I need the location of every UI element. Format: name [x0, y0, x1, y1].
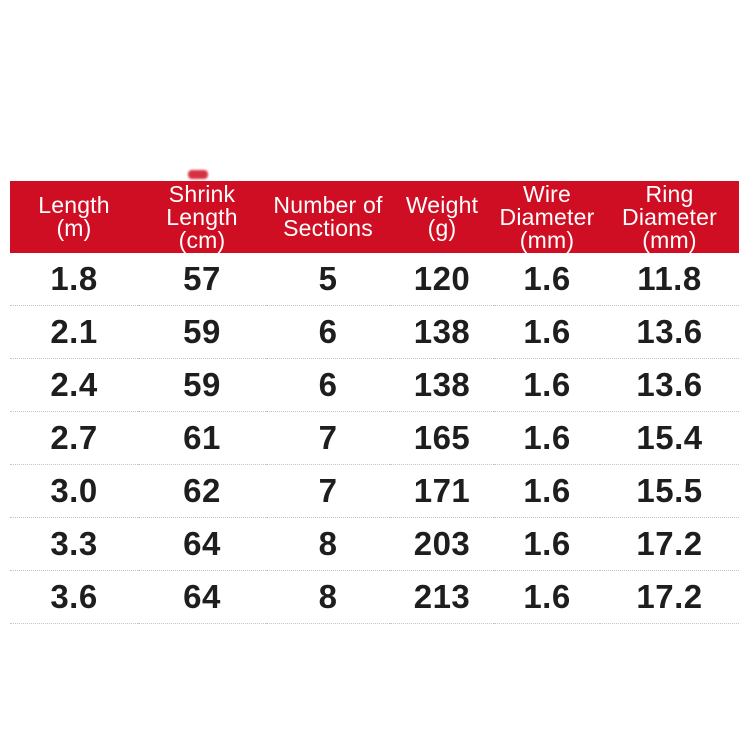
cell-length: 3.6 [10, 570, 138, 624]
cell-ring: 13.6 [600, 358, 739, 412]
cell-sections: 7 [266, 464, 390, 518]
header-row: Length (m) Shrink Length (cm) Number of Se… [10, 181, 739, 253]
cell-shrink: 64 [138, 570, 266, 624]
cell-weight: 138 [390, 305, 494, 359]
table-row: 2.7 61 7 165 1.6 15.4 [10, 411, 739, 465]
cell-wire: 1.6 [494, 570, 600, 624]
spec-table-body: 1.8 57 5 120 1.6 11.8 2.1 59 6 138 1.6 13.6 2.4 59 6 13… [10, 253, 739, 624]
col-header-shrink: Shrink Length (cm) [138, 181, 266, 253]
table-row: 3.0 62 7 171 1.6 15.5 [10, 464, 739, 518]
table-row: 3.3 64 8 203 1.6 17.2 [10, 517, 739, 571]
cell-ring: 13.6 [600, 305, 739, 359]
spec-table-header: Length (m) Shrink Length (cm) Number of Se… [10, 181, 739, 253]
cell-sections: 5 [266, 253, 390, 306]
cell-ring: 11.8 [600, 253, 739, 306]
cell-weight: 165 [390, 411, 494, 465]
cell-weight: 213 [390, 570, 494, 624]
col-header-length: Length (m) [10, 181, 138, 253]
cell-length: 3.0 [10, 464, 138, 518]
spec-table: Length (m) Shrink Length (cm) Number of Se… [10, 181, 739, 624]
cell-sections: 7 [266, 411, 390, 465]
cell-wire: 1.6 [494, 517, 600, 571]
col-header-wire: Wire Diameter (mm) [494, 181, 600, 253]
cell-shrink: 57 [138, 253, 266, 306]
cell-wire: 1.6 [494, 464, 600, 518]
table-row: 1.8 57 5 120 1.6 11.8 [10, 253, 739, 306]
cell-shrink: 62 [138, 464, 266, 518]
cell-length: 2.1 [10, 305, 138, 359]
table-row: 3.6 64 8 213 1.6 17.2 [10, 570, 739, 624]
cell-ring: 15.5 [600, 464, 739, 518]
cell-weight: 138 [390, 358, 494, 412]
cell-wire: 1.6 [494, 305, 600, 359]
cell-weight: 171 [390, 464, 494, 518]
cell-length: 3.3 [10, 517, 138, 571]
red-smudge-artifact [188, 170, 208, 179]
cell-sections: 6 [266, 305, 390, 359]
cell-shrink: 59 [138, 358, 266, 412]
cell-length: 2.7 [10, 411, 138, 465]
cell-shrink: 59 [138, 305, 266, 359]
col-header-ring: Ring Diameter (mm) [600, 181, 739, 253]
cell-sections: 8 [266, 517, 390, 571]
cell-length: 2.4 [10, 358, 138, 412]
cell-shrink: 64 [138, 517, 266, 571]
cell-ring: 17.2 [600, 570, 739, 624]
cell-weight: 120 [390, 253, 494, 306]
cell-ring: 15.4 [600, 411, 739, 465]
cell-wire: 1.6 [494, 411, 600, 465]
table-row: 2.1 59 6 138 1.6 13.6 [10, 305, 739, 359]
cell-length: 1.8 [10, 253, 138, 306]
col-header-weight: Weight (g) [390, 181, 494, 253]
table-row: 2.4 59 6 138 1.6 13.6 [10, 358, 739, 412]
col-header-sections: Number of Sections [266, 181, 390, 253]
cell-wire: 1.6 [494, 358, 600, 412]
cell-sections: 6 [266, 358, 390, 412]
cell-shrink: 61 [138, 411, 266, 465]
cell-sections: 8 [266, 570, 390, 624]
cell-ring: 17.2 [600, 517, 739, 571]
cell-wire: 1.6 [494, 253, 600, 306]
cell-weight: 203 [390, 517, 494, 571]
